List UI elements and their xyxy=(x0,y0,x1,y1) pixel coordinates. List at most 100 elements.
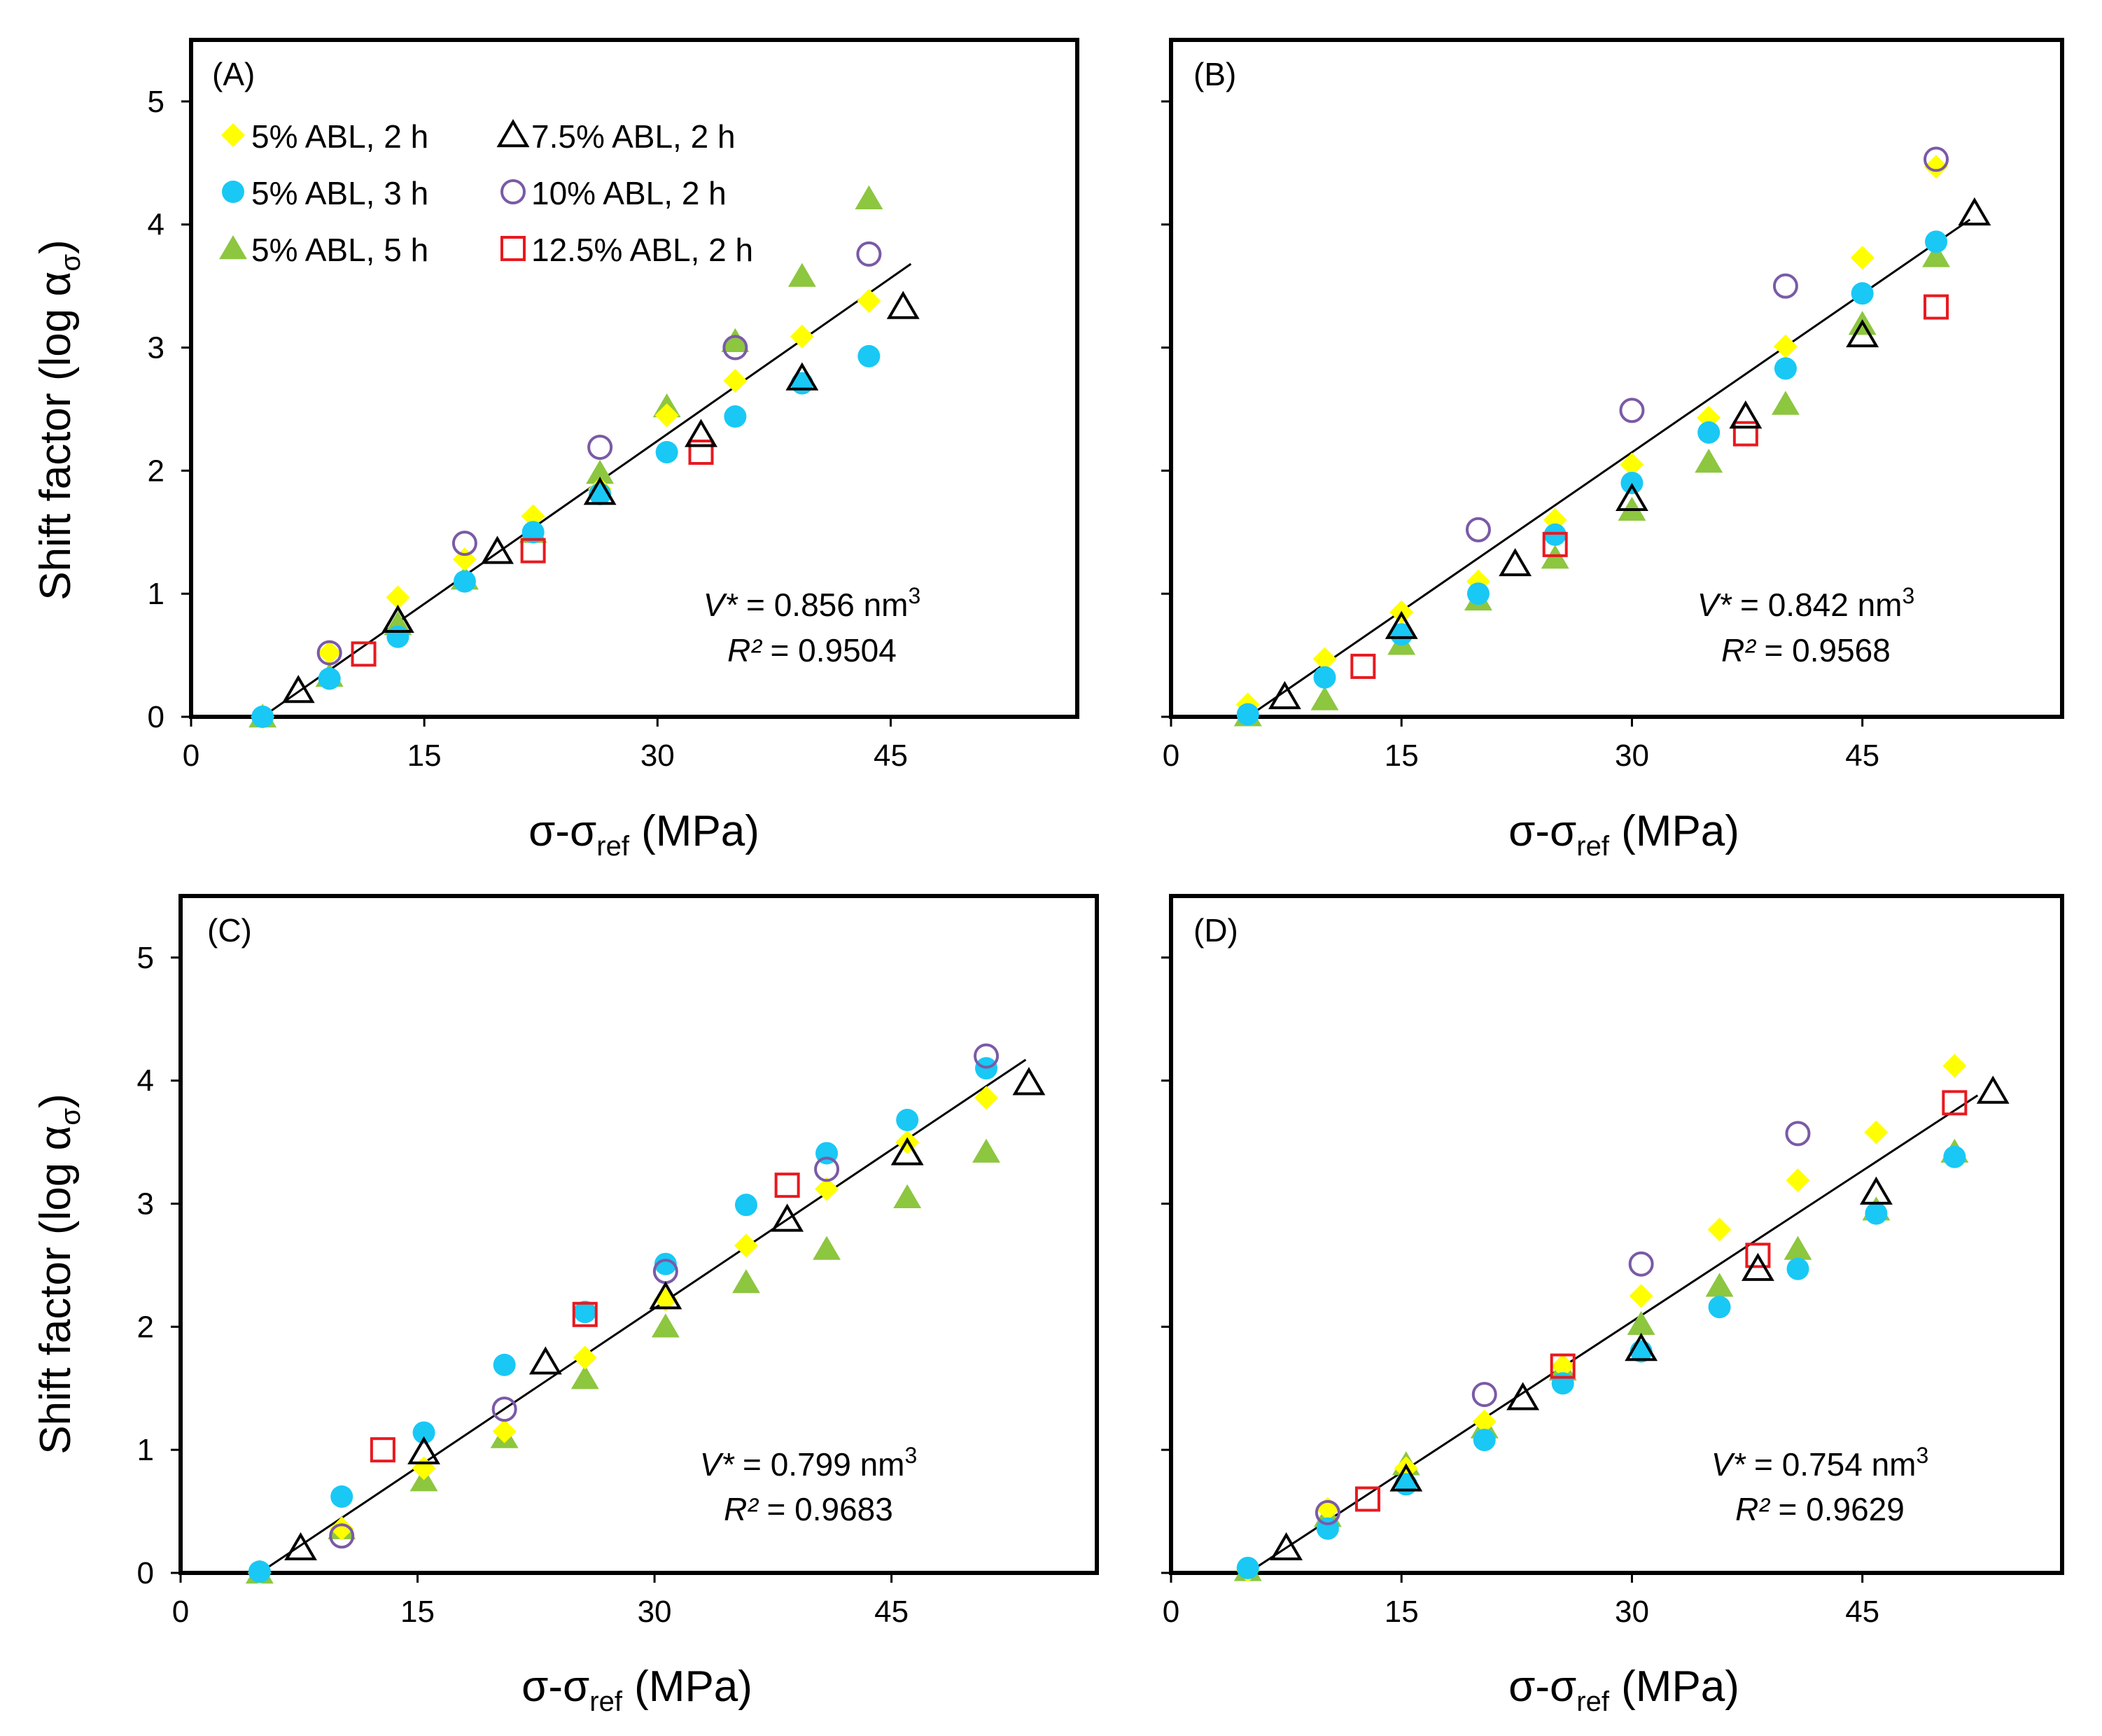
data-point xyxy=(724,405,747,428)
data-point xyxy=(573,1345,597,1370)
data-point xyxy=(1354,1486,1380,1512)
x-tick-label: 30 xyxy=(640,738,675,773)
legend-marker xyxy=(496,119,530,148)
data-point xyxy=(1619,398,1645,424)
y-axis-title-top: Shift factor (log ασ) xyxy=(31,239,86,600)
data-point xyxy=(330,1485,353,1508)
data-point xyxy=(586,459,615,484)
data-point xyxy=(649,1281,682,1310)
data-point xyxy=(329,1523,355,1549)
data-point xyxy=(723,369,748,393)
y-tick-label: 5 xyxy=(137,941,154,975)
data-point xyxy=(685,419,717,447)
series-7-5-abl-2-h xyxy=(1270,1075,2010,1561)
series-10-abl-2-h xyxy=(1315,1121,1811,1525)
data-point xyxy=(1732,421,1758,447)
data-point xyxy=(1697,421,1721,444)
data-point xyxy=(1385,610,1418,639)
legend-entry: 7.5% ABL, 2 h xyxy=(496,118,736,155)
fit-line xyxy=(1247,218,1971,718)
data-point xyxy=(284,1532,317,1561)
data-point xyxy=(1625,1333,1658,1362)
r-squared-annotation: R² = 0.9568 xyxy=(1721,632,1891,668)
y-tick-label: 0 xyxy=(137,1556,154,1590)
series-10-abl-2-h xyxy=(316,241,882,666)
data-point xyxy=(1786,1168,1810,1193)
legend-entry: 5% ABL, 3 h xyxy=(222,175,428,211)
data-point xyxy=(1310,686,1339,710)
data-point xyxy=(688,439,714,465)
data-point xyxy=(654,1252,677,1275)
data-point xyxy=(1925,230,1948,253)
panel-b: 0 15 30 45 (B) V* = 0.842 nm3 R² = 0.9568 xyxy=(1161,38,2064,773)
data-point xyxy=(1313,666,1336,689)
data-point xyxy=(856,241,882,267)
x-axis-title-c: σ-σref (MPa) xyxy=(521,1662,752,1717)
data-point xyxy=(1394,1473,1417,1496)
data-point xyxy=(386,625,409,648)
data-point xyxy=(1236,1556,1259,1579)
data-point xyxy=(814,1156,840,1182)
v-star-annotation: V* = 0.754 nm3 xyxy=(1711,1443,1929,1483)
data-point xyxy=(1707,1217,1732,1242)
data-point xyxy=(316,640,342,666)
legend-entry: 5% ABL, 5 h xyxy=(219,232,428,268)
data-point xyxy=(281,675,315,704)
v-star-annotation: V* = 0.842 nm3 xyxy=(1697,583,1915,623)
series-12-5-abl-2-h xyxy=(1350,294,1949,679)
x-tick-label: 45 xyxy=(874,1595,909,1629)
legend-entry: 5% ABL, 2 h xyxy=(221,118,428,155)
x-tick-label: 15 xyxy=(407,738,442,773)
series-12-5-abl-2-h xyxy=(351,439,714,667)
data-point xyxy=(654,403,679,428)
y-tick-label: 0 xyxy=(148,700,164,734)
x-axis-title-a: σ-σref (MPa) xyxy=(528,807,759,862)
data-point xyxy=(1772,273,1798,299)
data-point xyxy=(1729,400,1763,429)
data-point xyxy=(451,531,477,556)
legend-label: 12.5% ABL, 2 h xyxy=(531,232,753,268)
legend-marker xyxy=(500,179,526,204)
data-point xyxy=(1924,294,1949,320)
data-point xyxy=(1922,243,1950,267)
x-tick-label: 0 xyxy=(1163,1595,1179,1629)
data-point xyxy=(570,1365,599,1390)
v-star-annotation: V* = 0.799 nm3 xyxy=(700,1443,918,1483)
panel-label: (B) xyxy=(1193,56,1236,92)
data-point xyxy=(583,477,617,505)
panel-label: (A) xyxy=(212,56,255,92)
data-point xyxy=(1472,1409,1497,1434)
x-tick-label: 0 xyxy=(1163,738,1179,773)
x-tick-label: 45 xyxy=(1845,738,1879,773)
panel-d: 0 15 30 45 (D) V* = 0.754 nm3 R² = 0.9629 xyxy=(1161,894,2064,1629)
series-7-5-abl-2-h xyxy=(1268,197,1991,710)
data-point xyxy=(1315,1499,1340,1525)
data-point xyxy=(787,262,816,287)
data-point xyxy=(1627,1310,1655,1336)
series-7-5-abl-2-h xyxy=(281,290,920,704)
x-tick-label: 30 xyxy=(1615,738,1649,773)
data-point xyxy=(734,1194,757,1217)
data-point xyxy=(407,1436,440,1464)
data-point xyxy=(974,1043,1000,1069)
plot-frame xyxy=(1169,38,2064,719)
data-point xyxy=(893,1184,922,1208)
x-tick-label: 45 xyxy=(874,738,908,773)
data-point xyxy=(790,324,814,349)
data-point xyxy=(1542,531,1568,557)
x-axis-title-b: σ-σref (MPa) xyxy=(1508,807,1739,862)
data-point xyxy=(1859,1176,1893,1205)
data-point xyxy=(1551,1372,1574,1395)
data-point xyxy=(1785,1121,1811,1147)
x-tick-label: 30 xyxy=(638,1595,672,1629)
fit-line xyxy=(259,1058,1027,1574)
data-point xyxy=(1390,623,1413,646)
data-point xyxy=(492,1419,517,1443)
plot-frame xyxy=(1169,894,2064,1575)
data-point xyxy=(251,706,274,728)
plot-frame xyxy=(178,894,1099,1575)
fit-line xyxy=(1247,1094,1979,1574)
data-point xyxy=(1924,146,1949,172)
